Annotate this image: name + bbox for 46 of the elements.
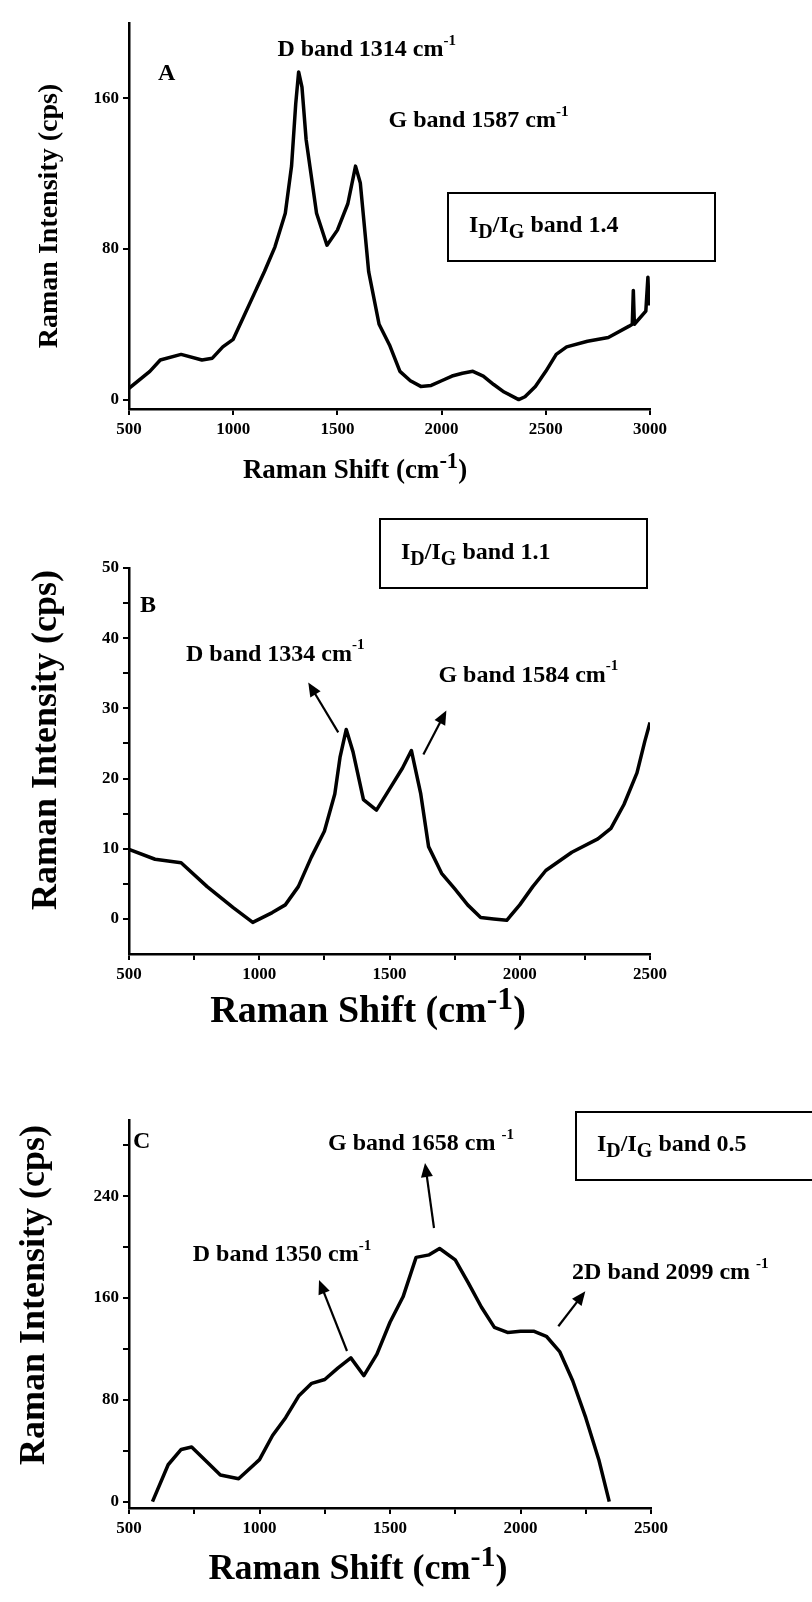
- x-axis-title: Raman Shift (cm$^{-1}$): [242, 447, 468, 485]
- annotation: A: [158, 59, 176, 85]
- y-tick-label: 50: [102, 557, 119, 577]
- x-tick-label: 500: [116, 963, 142, 983]
- annotation: I$_{D}$/I$_{G}$ band 1.1: [401, 537, 551, 570]
- x-tick-label: 2500: [528, 418, 563, 438]
- label-box: I$_{D}$/I$_{G}$ band 1.4: [447, 192, 716, 262]
- x-tick-label: 2000: [502, 963, 537, 983]
- x-tick-label: 500: [116, 1517, 142, 1537]
- x-tick-label: 1000: [242, 1517, 277, 1537]
- annotation: I$_{D}$/I$_{G}$ band 0.5: [597, 1130, 747, 1162]
- x-tick-label: 1500: [320, 418, 355, 438]
- x-axis-title: Raman Shift (cm$^{-1}$): [210, 980, 526, 1032]
- x-tick-label: 1000: [216, 418, 251, 438]
- x-tick-label: 2000: [424, 418, 459, 438]
- x-axis-title: Raman Shift (cm$^{-1}$): [208, 1538, 508, 1588]
- x-tick-label: 2500: [633, 963, 667, 983]
- y-tick-label: 40: [102, 627, 119, 647]
- annotation: I$_{D}$/I$_{G}$ band 1.4: [469, 211, 619, 243]
- x-tick-label: 500: [116, 418, 142, 438]
- annotation: C: [133, 1127, 151, 1153]
- label-box: I$_{D}$/I$_{G}$ band 0.5: [575, 1111, 812, 1181]
- x-tick-label: 1500: [373, 1517, 407, 1537]
- x-tick-label: 1500: [372, 963, 407, 983]
- y-tick-label: 30: [102, 697, 119, 717]
- x-tick-label: 1000: [242, 963, 277, 983]
- y-tick-label: 0: [110, 908, 119, 928]
- y-axis-title: Raman Intensity (cps): [11, 1124, 53, 1466]
- label-box: I$_{D}$/I$_{G}$ band 1.1: [379, 518, 648, 589]
- y-tick-label: 240: [93, 1185, 119, 1205]
- y-tick-label: 160: [93, 1287, 119, 1307]
- x-tick-label: 3000: [633, 418, 667, 438]
- annotation: 2D band 2099 cm -1: [572, 1255, 769, 1285]
- x-tick-label: 2500: [634, 1517, 668, 1537]
- y-tick-label: 160: [93, 87, 119, 107]
- y-axis-title: Raman Intensity (cps): [32, 83, 64, 349]
- y-tick-label: 20: [102, 767, 119, 787]
- y-tick-label: 0: [110, 388, 119, 408]
- annotation: G band 1658 cm -1: [328, 1125, 514, 1156]
- y-tick-label: 10: [102, 838, 119, 858]
- y-tick-label: 80: [102, 238, 119, 258]
- y-tick-label: 0: [110, 1491, 119, 1511]
- x-tick-label: 2000: [503, 1517, 538, 1537]
- annotation: B: [140, 591, 157, 617]
- y-tick-label: 80: [102, 1389, 119, 1409]
- y-axis-title: Raman Intensity (cps): [23, 569, 65, 911]
